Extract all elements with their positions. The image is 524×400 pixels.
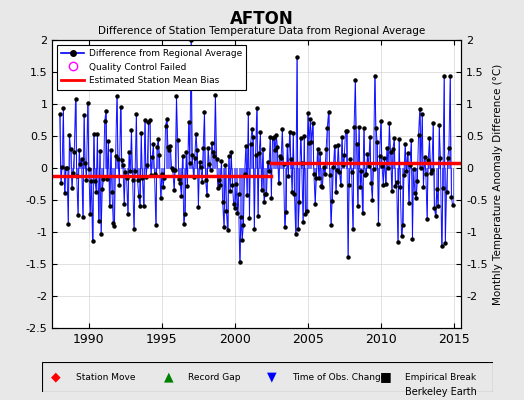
- Text: Time of Obs. Change: Time of Obs. Change: [292, 372, 386, 382]
- Y-axis label: Monthly Temperature Anomaly Difference (°C): Monthly Temperature Anomaly Difference (…: [493, 63, 503, 305]
- Text: Station Move: Station Move: [75, 372, 135, 382]
- Text: ▲: ▲: [163, 370, 173, 384]
- Text: ■: ■: [380, 370, 391, 384]
- Text: AFTON: AFTON: [230, 10, 294, 28]
- Text: Record Gap: Record Gap: [189, 372, 241, 382]
- Text: Berkeley Earth: Berkeley Earth: [405, 387, 477, 397]
- Text: Difference of Station Temperature Data from Regional Average: Difference of Station Temperature Data f…: [99, 26, 425, 36]
- Text: ◆: ◆: [51, 370, 61, 384]
- Text: Empirical Break: Empirical Break: [405, 372, 476, 382]
- Text: ▼: ▼: [267, 370, 277, 384]
- Legend: Difference from Regional Average, Quality Control Failed, Estimated Station Mean: Difference from Regional Average, Qualit…: [57, 44, 246, 90]
